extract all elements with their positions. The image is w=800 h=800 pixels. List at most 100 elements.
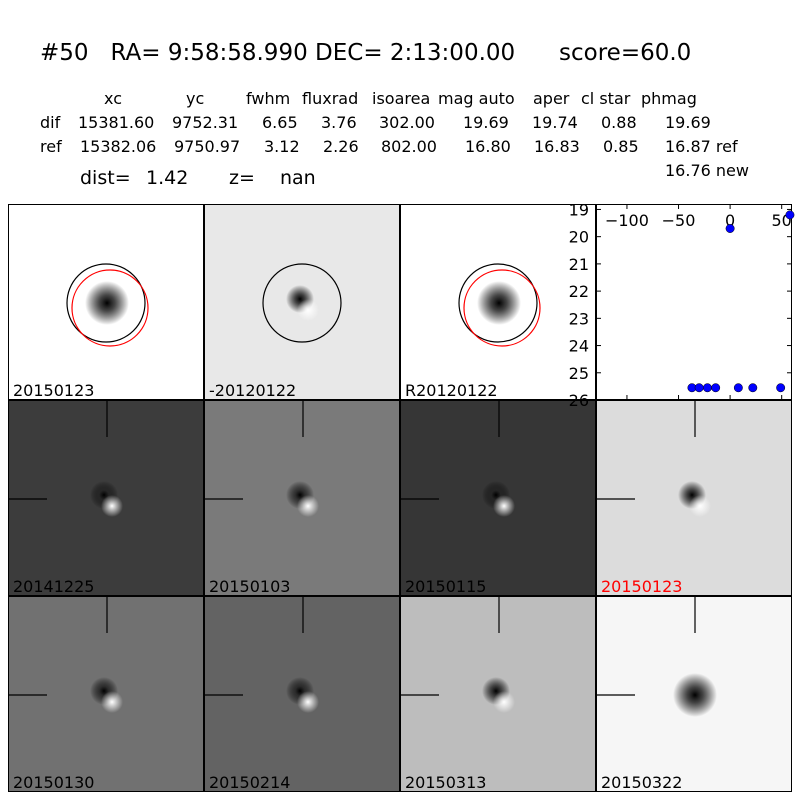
stamp-cell: 20150123	[596, 400, 792, 596]
col-header-fluxrad: fluxrad	[302, 89, 359, 108]
source-blob	[673, 673, 717, 717]
col-header-aper: aper	[533, 89, 570, 108]
dipole-positive	[101, 691, 123, 713]
row-dif-xc: 15381.60	[78, 113, 155, 132]
stamp-image	[9, 597, 123, 713]
reference-circle	[71, 269, 149, 347]
stamp-cell: 20150313	[400, 596, 596, 792]
ytick-label: 21	[569, 255, 589, 274]
stamp-date-label: 20150123	[13, 381, 95, 400]
stamp-cell: 20141225	[8, 400, 204, 596]
stamp-image	[401, 597, 515, 713]
phmag-new: 16.76 new	[665, 161, 749, 180]
row-ref-fwhm: 3.12	[264, 137, 300, 156]
row-dif-name: dif	[40, 113, 61, 132]
row-dif-isoarea: 302.00	[379, 113, 435, 132]
stamp-image	[597, 401, 711, 517]
stamp-image	[262, 263, 342, 343]
col-header-fwhm: fwhm	[246, 89, 291, 108]
stamp-image	[401, 401, 515, 517]
stamp-date-label: 20150103	[209, 577, 291, 596]
row-ref-yc: 9750.97	[174, 137, 241, 156]
dist-label: dist=	[80, 167, 131, 189]
data-point	[748, 383, 758, 393]
aperture-circle	[66, 263, 146, 343]
data-point	[702, 383, 712, 393]
stamp-date-label: 20150115	[405, 577, 487, 596]
row-ref-isoarea: 802.00	[381, 137, 437, 156]
xtick-label: 0	[725, 211, 735, 230]
dist-value: 1.42	[146, 167, 189, 189]
stamp-cell: 20150103	[204, 400, 400, 596]
stamp-image	[458, 263, 541, 347]
ytick-label: 20	[569, 228, 589, 247]
stamp-date-label: 20150123	[601, 577, 683, 596]
source-blob	[85, 281, 129, 325]
dipole-positive	[101, 495, 123, 517]
row-dif-fluxrad: 3.76	[321, 113, 357, 132]
row-ref-name: ref	[40, 137, 62, 156]
light-curve-plot: 19 20 21 22 23 24 25 26 −100 −50 0 50	[569, 200, 795, 410]
data-point	[711, 383, 721, 393]
stamp-image	[9, 401, 123, 517]
z-label: z=	[229, 167, 255, 189]
ytick-label: 26	[569, 391, 589, 410]
data-point	[733, 383, 743, 393]
stamp-image	[205, 401, 319, 517]
col-header-yc: yc	[186, 89, 205, 108]
stamp-cell: 20150130	[8, 596, 204, 792]
data-point	[776, 383, 786, 393]
stamp-date-label: R20120122	[405, 381, 498, 400]
stamp-cell: 20150214	[204, 596, 400, 792]
stamp-cell: -20120122	[204, 204, 400, 400]
dipole-positive	[689, 495, 711, 517]
row-ref-fluxrad: 2.26	[323, 137, 359, 156]
dipole-positive	[493, 691, 515, 713]
stamp-date-label: 20150313	[405, 773, 487, 792]
row-dif-mag-auto: 19.69	[463, 113, 509, 132]
aperture-circle	[458, 263, 538, 343]
col-header-mag-auto: mag auto	[438, 89, 515, 108]
ytick-label: 22	[569, 282, 589, 301]
reference-circle	[463, 269, 541, 347]
ytick-label: 19	[569, 200, 589, 219]
stamp-date-label: 20150322	[601, 773, 683, 792]
col-header-cl-star: cl star	[581, 89, 631, 108]
plot-frame	[596, 204, 792, 400]
row-ref-phmag: 16.87 ref	[665, 137, 738, 156]
row-ref-aper: 16.83	[534, 137, 580, 156]
row-ref-cl-star: 0.85	[603, 137, 639, 156]
stamp-date-label: 20141225	[13, 577, 95, 596]
source-blob	[477, 281, 521, 325]
row-dif-fwhm: 6.65	[262, 113, 298, 132]
ytick-label: 23	[569, 309, 589, 328]
stamp-date-label: 20150130	[13, 773, 95, 792]
row-ref-xc: 15382.06	[80, 137, 157, 156]
data-point	[725, 224, 735, 233]
aperture-circle	[262, 263, 342, 343]
stamp-image	[66, 263, 149, 347]
dipole-positive	[297, 299, 319, 321]
ytick-label: 25	[569, 364, 589, 383]
dipole-positive	[493, 495, 515, 517]
col-header-isoarea: isoarea	[372, 89, 431, 108]
dipole-positive	[297, 691, 319, 713]
stamp-cell: 20150115	[400, 400, 596, 596]
stamp-cell: R20120122	[400, 204, 596, 400]
stamp-date-label: 20150214	[209, 773, 291, 792]
stamp-cell: 20150322	[596, 596, 792, 792]
stamp-cell: 20150123	[8, 204, 204, 400]
row-ref-mag-auto: 16.80	[465, 137, 511, 156]
ytick-label: 24	[569, 337, 589, 356]
xtick-label: −50	[662, 211, 696, 230]
row-dif-yc: 9752.31	[172, 113, 239, 132]
stamp-image	[597, 597, 717, 717]
row-dif-aper: 19.74	[532, 113, 578, 132]
dipole-positive	[297, 495, 319, 517]
data-point	[694, 383, 704, 393]
col-header-xc: xc	[104, 89, 122, 108]
xtick-label: −100	[605, 211, 649, 230]
row-dif-cl-star: 0.88	[601, 113, 637, 132]
page-title: #50 RA= 9:58:58.990 DEC= 2:13:00.00 scor…	[40, 40, 692, 66]
